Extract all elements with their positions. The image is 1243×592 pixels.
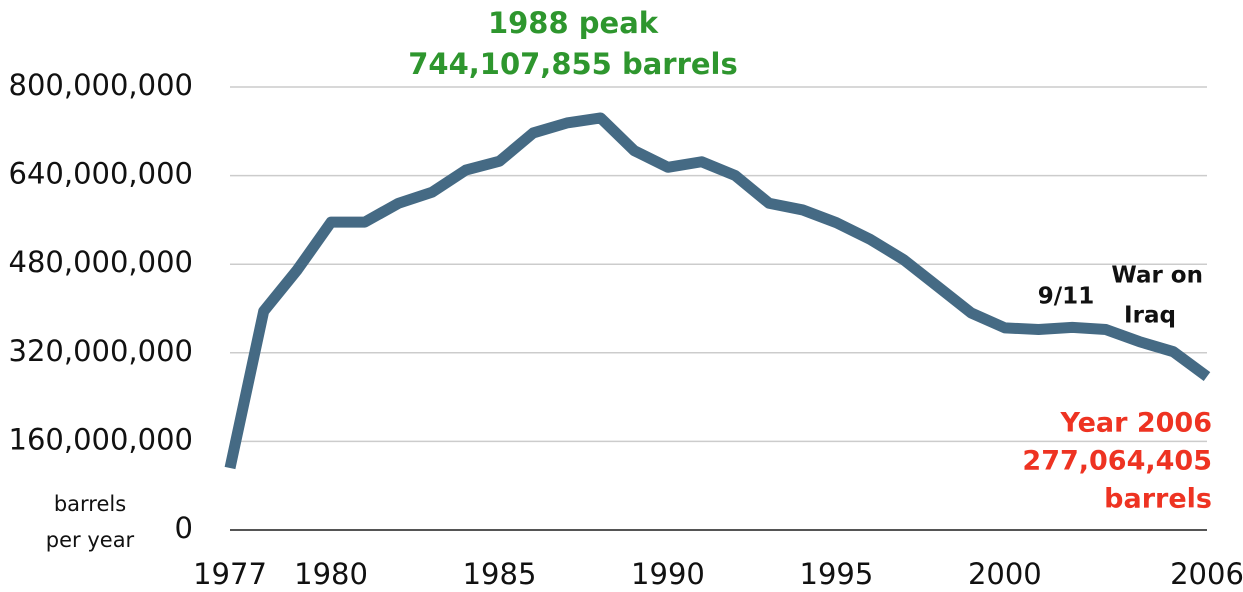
annotation: War on [1111, 263, 1203, 289]
x-tick-label: 1977 [193, 557, 267, 591]
annotation: Iraq [1124, 303, 1176, 329]
data-line [224, 112, 1211, 470]
x-tick-label: 2006 [1170, 557, 1243, 591]
x-tick-label: 1980 [294, 557, 368, 591]
x-tick-label: 1985 [463, 557, 537, 591]
y-tick-label: 640,000,000 [9, 157, 194, 191]
y-tick-label: 480,000,000 [9, 245, 194, 279]
x-tick-label: 1990 [631, 557, 705, 591]
y-axis-label: barrels [54, 492, 126, 516]
annotation: 1988 peak [488, 6, 659, 40]
annotation: 9/11 [1038, 284, 1094, 310]
x-tick-label: 2000 [968, 557, 1042, 591]
annotation: 744,107,855 barrels [408, 47, 738, 81]
annotation: 277,064,405 [1022, 446, 1212, 477]
annotation: barrels [1104, 484, 1212, 515]
x-tick-label: 1995 [800, 557, 874, 591]
y-tick-label: 800,000,000 [9, 68, 194, 102]
y-tick-label: 0 [175, 511, 193, 545]
y-tick-label: 160,000,000 [9, 422, 194, 456]
y-axis-label: per year [46, 528, 135, 552]
annotation: Year 2006 [1060, 408, 1212, 439]
y-tick-label: 320,000,000 [9, 334, 194, 368]
